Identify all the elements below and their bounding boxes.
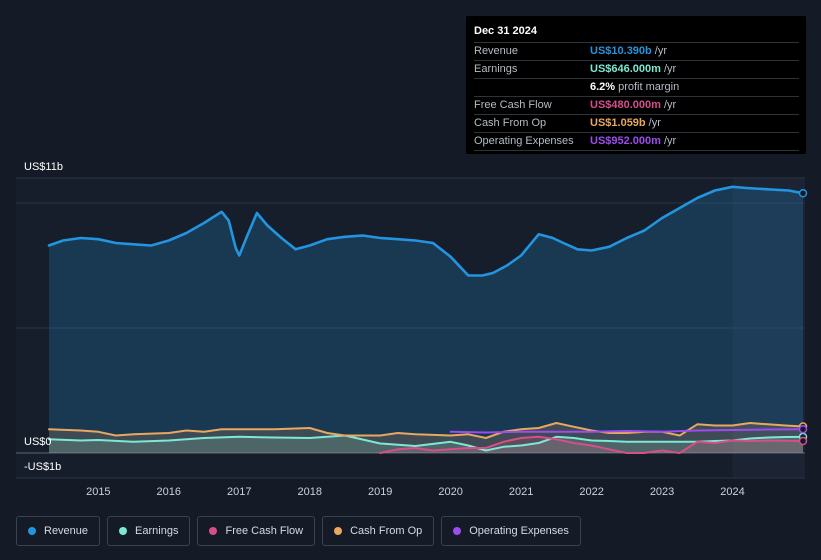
x-tick-label: 2019 bbox=[368, 486, 392, 498]
legend-item-operating-expenses[interactable]: Operating Expenses bbox=[441, 516, 581, 546]
legend-item-cash-from-op[interactable]: Cash From Op bbox=[322, 516, 435, 546]
legend-item-free-cash-flow[interactable]: Free Cash Flow bbox=[197, 516, 316, 546]
chart-area: US$11b US$0 -US$1b 2015 2016 2017 2018 2019 2020… bbox=[16, 161, 808, 498]
tooltip-row: Operating Expenses US$952.000m/yr bbox=[474, 132, 799, 151]
tooltip-row: Revenue US$10.390b/yr bbox=[474, 42, 799, 60]
tooltip-row: Free Cash Flow US$480.000m/yr bbox=[474, 96, 799, 114]
tooltip-row: Earnings US$646.000m/yr bbox=[474, 60, 799, 78]
legend-dot-icon bbox=[28, 527, 36, 535]
series-line-cash-from-op bbox=[48, 422, 804, 439]
tooltip-row-value: US$480.000m bbox=[590, 99, 661, 111]
legend-dot-icon bbox=[453, 527, 462, 535]
y-axis-negative-label: -US$1b bbox=[24, 461, 61, 473]
tooltip-row: 6.2% profit margin bbox=[474, 78, 799, 96]
tooltip-row-unit: /yr bbox=[663, 99, 677, 111]
tooltip-row-unit: /yr bbox=[654, 45, 667, 57]
legend-label: Revenue bbox=[44, 525, 89, 537]
tooltip-row-value: US$1.059b bbox=[590, 117, 646, 129]
tooltip-row-value: 6.2% bbox=[590, 81, 616, 93]
tooltip-row-unit: /yr bbox=[663, 135, 677, 147]
x-tick-label: 2021 bbox=[509, 486, 533, 498]
x-tick-label: 2018 bbox=[297, 486, 321, 498]
x-tick-label: 2020 bbox=[438, 486, 462, 498]
tooltip-row-unit: /yr bbox=[663, 63, 677, 75]
legend-label: Cash From Op bbox=[350, 525, 423, 537]
x-tick-label: 2023 bbox=[650, 486, 674, 498]
legend-dot-icon bbox=[119, 527, 128, 535]
tooltip-row-value: US$646.000m bbox=[590, 63, 661, 75]
series-line-earnings bbox=[48, 434, 804, 452]
tooltip-row-value: US$10.390b bbox=[590, 45, 652, 57]
tooltip-row-label: Earnings bbox=[474, 63, 518, 75]
legend-dot-icon bbox=[209, 527, 218, 535]
tooltip-row: Cash From Op US$1.059b/yr bbox=[474, 114, 799, 132]
tooltip-row-label: Free Cash Flow bbox=[474, 99, 552, 111]
tooltip-row-label: Revenue bbox=[474, 45, 519, 57]
y-axis-zero-label: US$0 bbox=[24, 436, 52, 448]
legend-item-earnings[interactable]: Earnings bbox=[107, 516, 191, 546]
x-tick-label: 2022 bbox=[579, 486, 603, 498]
x-tick-label: 2016 bbox=[157, 486, 181, 498]
series-area-cash-from-op bbox=[49, 423, 803, 453]
tooltip-date: Dec 31 2024 bbox=[474, 25, 537, 37]
series-line-revenue bbox=[47, 185, 805, 277]
legend-dot-icon bbox=[334, 527, 343, 535]
tooltip-row-unit: /yr bbox=[648, 117, 661, 129]
chart-tooltip: Dec 31 2024 Revenue US$10.390b/yr Earnings… bbox=[466, 16, 806, 154]
tooltip-row-unit: profit margin bbox=[618, 81, 680, 93]
series-end-point-operating-expenses bbox=[798, 424, 808, 434]
x-tick-label: 2024 bbox=[720, 486, 744, 498]
series-line-operating-expenses bbox=[449, 428, 804, 434]
y-axis-top-label: US$11b bbox=[24, 161, 63, 173]
x-tick-label: 2017 bbox=[227, 486, 251, 498]
legend-label: Free Cash Flow bbox=[225, 525, 304, 537]
tooltip-row-value: US$952.000m bbox=[590, 135, 661, 147]
legend-label: Operating Expenses bbox=[469, 525, 569, 537]
legend-label: Earnings bbox=[135, 525, 179, 537]
tooltip-rows: Revenue US$10.390b/yr Earnings US$646.000m /… bbox=[474, 42, 799, 151]
chart-legend: Revenue Earnings Free Cash Flow Cash From O… bbox=[16, 516, 588, 546]
series-line-free-cash-flow bbox=[379, 435, 804, 454]
series-end-point-revenue bbox=[798, 189, 808, 198]
tooltip-row-label: Cash From Op bbox=[474, 117, 547, 129]
legend-item-revenue[interactable]: Revenue bbox=[16, 516, 101, 546]
series-area-earnings bbox=[49, 435, 803, 453]
x-tick-label: 2015 bbox=[86, 486, 110, 498]
tooltip-row-label: Operating Expenses bbox=[474, 135, 574, 147]
series-end-point-free-cash-flow bbox=[798, 436, 808, 446]
